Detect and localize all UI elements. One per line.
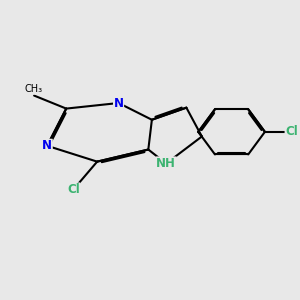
Text: Cl: Cl	[285, 125, 298, 138]
Text: N: N	[114, 97, 124, 110]
Text: NH: NH	[156, 157, 176, 170]
Text: CH₃: CH₃	[25, 84, 43, 94]
Text: N: N	[42, 139, 52, 152]
Text: Cl: Cl	[67, 183, 80, 196]
